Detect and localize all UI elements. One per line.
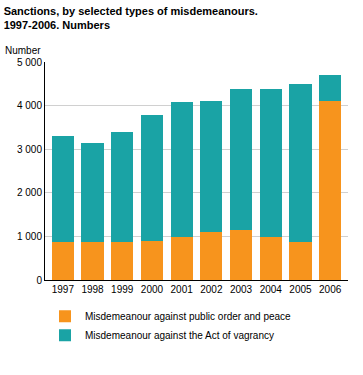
svg-text:Misdemeanour against the Act o: Misdemeanour against the Act of vagrancy xyxy=(85,330,274,341)
svg-text:0: 0 xyxy=(36,275,42,286)
svg-text:2002: 2002 xyxy=(200,284,223,295)
svg-text:Number: Number xyxy=(5,45,41,56)
svg-text:4 000: 4 000 xyxy=(17,100,42,111)
svg-text:5 000: 5 000 xyxy=(17,57,42,68)
svg-text:3 000: 3 000 xyxy=(17,144,42,155)
svg-text:1998: 1998 xyxy=(81,284,104,295)
svg-text:2000: 2000 xyxy=(141,284,164,295)
svg-text:1 000: 1 000 xyxy=(17,231,42,242)
svg-text:Misdemeanour against public or: Misdemeanour against public order and pe… xyxy=(85,311,291,322)
svg-text:Sanctions, by selected types o: Sanctions, by selected types of misdemea… xyxy=(4,5,258,31)
svg-text:2004: 2004 xyxy=(260,284,283,295)
svg-text:1999: 1999 xyxy=(111,284,134,295)
svg-text:2003: 2003 xyxy=(230,284,253,295)
svg-text:2 000: 2 000 xyxy=(17,187,42,198)
svg-text:1997: 1997 xyxy=(52,284,75,295)
svg-text:2001: 2001 xyxy=(171,284,194,295)
svg-text:2005: 2005 xyxy=(289,284,312,295)
svg-text:2006: 2006 xyxy=(319,284,342,295)
